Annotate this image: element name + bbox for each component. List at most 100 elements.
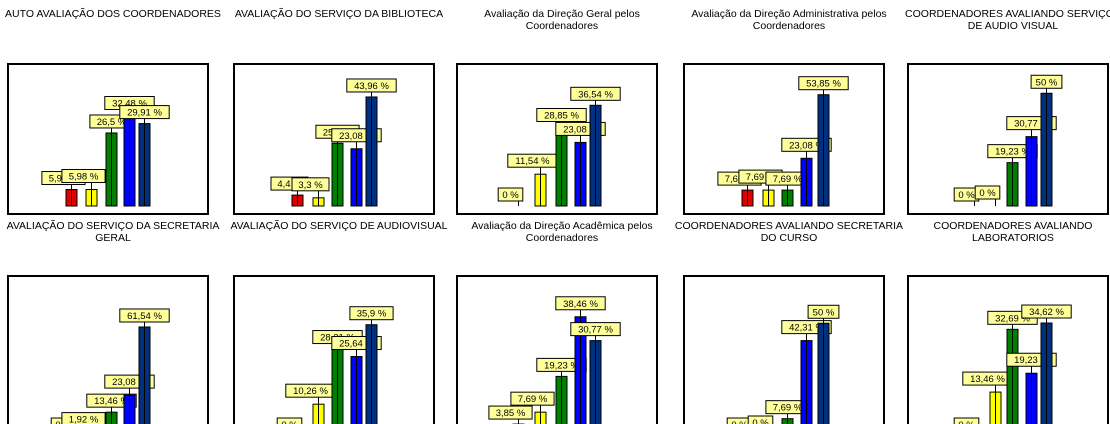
data-label-box — [276, 417, 303, 424]
data-label: 23,08 % — [789, 140, 824, 151]
data-label: 28,85 % — [544, 111, 579, 122]
chart-panel: Avaliação da Direção Acadêmica pelos Coo… — [456, 212, 667, 424]
chart-svg: 0 % 13,46 % 32,69 % 19,23 % 34,62 % — [907, 275, 1109, 424]
data-label: 19,23 % — [995, 147, 1030, 158]
chart-title: AVALIAÇÃO DO SERVIÇO DE AUDIOVISUAL — [230, 220, 448, 232]
data-label: 3,3 % — [298, 180, 323, 191]
data-label: 10,26 % — [293, 386, 328, 397]
data-label-box — [1030, 74, 1063, 89]
data-label: 11,54 % — [515, 156, 550, 167]
data-label: 4,4 % — [277, 179, 302, 190]
data-label: 5,98 % — [69, 172, 99, 183]
chart-panel: COORDENADORES AVALIANDO SECRETARIA DO CU… — [675, 212, 903, 424]
data-label: 29,91 % — [127, 108, 162, 119]
data-label-box — [555, 296, 606, 311]
chart-panel: AVALIAÇÃO DO SERVIÇO DA BIBLIOTECA 4,4 % 3… — [233, 0, 444, 215]
data-label: 36,54 % — [578, 89, 613, 100]
data-label-box — [119, 308, 170, 323]
data-label-box — [119, 105, 170, 120]
data-label: 13,46 % — [970, 374, 1005, 385]
chart-panel: COORDENADORES AVALIANDO LABORATORIOS 0 % 1… — [907, 212, 1110, 424]
plot-frame — [907, 63, 1109, 215]
chart-title: COORDENADORES AVALIANDO SECRETARIA DO CU… — [674, 220, 904, 244]
data-label: 38,46 % — [563, 299, 598, 310]
data-label-box — [747, 415, 774, 424]
chart-svg: 0 %10,26 %28,21 %25,64 %35,9 % — [233, 275, 435, 424]
data-label: 32,69 % — [995, 313, 1030, 324]
data-label-box — [61, 169, 106, 184]
data-label-box — [798, 76, 849, 91]
chart-svg: 7,69 %7,69 %7,69 %23,08 %53,85 % — [683, 63, 885, 215]
data-label: 3,85 % — [496, 408, 526, 419]
data-label: 0 % — [502, 190, 519, 201]
data-label-box — [497, 187, 524, 202]
data-label: 53,85 % — [806, 79, 841, 90]
chart-title: AUTO AVALIAÇÃO DOS COORDENADORES — [5, 8, 221, 20]
data-label: 35,9 % — [357, 309, 387, 320]
data-label: 32,48 % — [112, 98, 147, 109]
chart-panel: Avaliação da Direção Geral pelos Coorden… — [456, 0, 667, 215]
data-label-box — [570, 322, 621, 337]
chart-svg: 3,85 % 7,69 % 19,23 % 38,46 % 30,77 % — [456, 275, 658, 424]
data-label: 7,69 % — [518, 394, 548, 405]
data-label: 7,69 % — [746, 172, 776, 183]
data-label-box — [570, 86, 621, 101]
data-label: 23,08 % — [563, 124, 598, 135]
data-label-box — [488, 405, 533, 420]
data-label-box — [726, 417, 753, 424]
chart-panel: AVALIAÇÃO DO SERVIÇO DA SECRETARIA GERAL… — [7, 212, 219, 424]
data-label-box — [349, 306, 394, 321]
chart-svg: 4,4 %3,3 %25,3 %23,08 %43,96 % — [233, 63, 435, 215]
data-label-box — [974, 185, 1001, 200]
data-label: 19,23 % — [1014, 355, 1049, 366]
data-label: 0 % — [979, 188, 996, 199]
chart-svg: 0 % 11,54 % 28,85 % 23,08 % 36,54 % — [456, 63, 658, 215]
data-label: 19,23 % — [544, 360, 579, 371]
data-label: 23,08 % — [339, 131, 374, 142]
chart-title: COORDENADORES AVALIANDO LABORATORIOS — [933, 220, 1093, 244]
data-label: 30,77 % — [578, 325, 613, 336]
data-label: 7,69 % — [773, 403, 803, 414]
chart-panel: Avaliação da Direção Administrativa pelo… — [683, 0, 894, 215]
data-label: 43,96 % — [354, 81, 389, 92]
data-label-box — [953, 417, 980, 424]
chart-title: AVALIAÇÃO DO SERVIÇO DA BIBLIOTECA — [234, 8, 444, 20]
data-label: 0 % — [958, 190, 975, 201]
chart-svg: 5,98 %5,98 %26,5 %32,48 %29,91 % — [7, 63, 209, 215]
chart-panel: COORDENADORES AVALIANDO SERVIÇOS DE AUDI… — [905, 0, 1110, 215]
data-label-box — [510, 391, 555, 406]
plot-frame — [683, 275, 885, 424]
chart-svg: 0 % 0 % 7,69 % 42,31 % 50 % — [683, 275, 885, 424]
data-label: 50 % — [1036, 77, 1058, 88]
data-label: 13,46 % — [94, 396, 129, 407]
chart-title: Avaliação da Direção Acadêmica pelos Coo… — [471, 220, 653, 244]
data-label: 61,54 % — [127, 311, 162, 322]
data-label: 0 % — [281, 420, 298, 424]
data-label: 7,69 % — [773, 174, 803, 185]
chart-svg: 0 % 0 % 19,23 % 30,77 % 50 % — [907, 63, 1109, 215]
data-label: 23,08 % — [112, 377, 147, 388]
data-label-box — [807, 304, 840, 319]
data-label: 0 % — [958, 420, 975, 424]
data-label: 26,5 % — [97, 117, 127, 128]
data-label-box — [1021, 304, 1072, 319]
data-label-box — [536, 108, 587, 123]
data-label: 50 % — [813, 307, 835, 318]
chart-title: Avaliação da Direção Geral pelos Coorden… — [484, 8, 640, 32]
data-label: 34,62 % — [1029, 307, 1064, 318]
data-label: 25,64 % — [339, 339, 374, 350]
data-label-box — [346, 78, 397, 93]
data-label: 0 % — [752, 418, 769, 424]
chart-panel: AVALIAÇÃO DO SERVIÇO DE AUDIOVISUAL 0 % 10… — [230, 212, 448, 424]
chart-title: Avaliação da Direção Administrativa pelo… — [691, 8, 887, 32]
chart-svg: 0 %1,92 %13,46 %23,08 %61,54 % — [7, 275, 209, 424]
data-label: 42,31 % — [789, 323, 824, 334]
chart-title: COORDENADORES AVALIANDO SERVIÇOS DE AUDI… — [905, 8, 1110, 32]
data-label-box — [291, 177, 330, 192]
data-label: 0 % — [731, 420, 748, 424]
chart-title: AVALIAÇÃO DO SERVIÇO DA SECRETARIA GERAL — [6, 220, 220, 244]
data-label: 1,92 % — [69, 415, 99, 424]
data-label: 30,77 % — [1014, 119, 1049, 130]
